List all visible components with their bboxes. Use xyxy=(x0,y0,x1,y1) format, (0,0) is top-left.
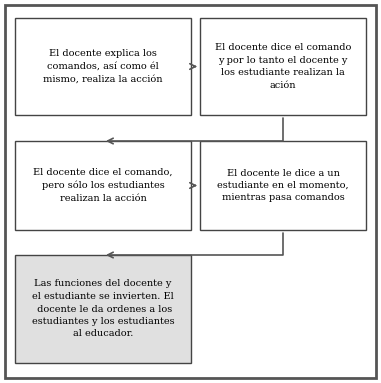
Bar xyxy=(200,141,366,230)
Bar xyxy=(15,141,191,230)
Text: El docente explica los
comandos, así como él
mismo, realiza la acción: El docente explica los comandos, así com… xyxy=(43,49,163,83)
Text: El docente le dice a un
estudiante en el momento,
mientras pasa comandos: El docente le dice a un estudiante en el… xyxy=(217,169,349,203)
Bar xyxy=(15,255,191,363)
Text: Las funciones del docente y
el estudiante se invierten. El
 docente le da ordene: Las funciones del docente y el estudiant… xyxy=(32,280,174,339)
Text: El docente dice el comando
y por lo tanto el docente y
los estudiante realizan l: El docente dice el comando y por lo tant… xyxy=(215,43,351,90)
Bar xyxy=(15,18,191,115)
Bar xyxy=(200,18,366,115)
Text: El docente dice el comando,
pero sólo los estudiantes
realizan la acción: El docente dice el comando, pero sólo lo… xyxy=(33,168,173,203)
